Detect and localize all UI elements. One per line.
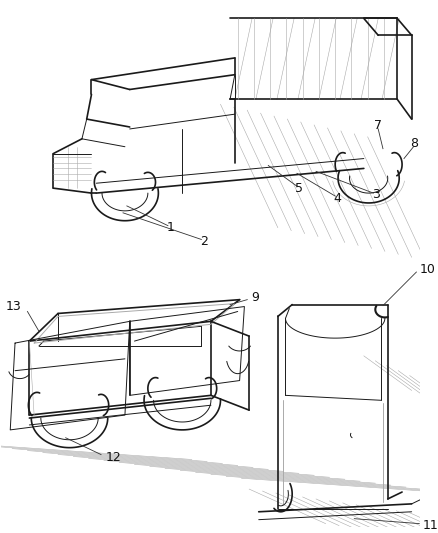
Text: 11: 11: [422, 519, 438, 532]
Text: 13: 13: [6, 300, 21, 313]
Text: 2: 2: [200, 235, 208, 248]
Text: 4: 4: [332, 191, 340, 205]
Text: 8: 8: [410, 138, 417, 150]
Text: 5: 5: [294, 182, 302, 195]
Text: 10: 10: [418, 263, 434, 276]
Text: 9: 9: [251, 291, 258, 304]
Text: 7: 7: [373, 119, 381, 133]
Text: 3: 3: [371, 188, 379, 200]
Text: 1: 1: [166, 221, 174, 234]
Text: 12: 12: [106, 451, 121, 464]
